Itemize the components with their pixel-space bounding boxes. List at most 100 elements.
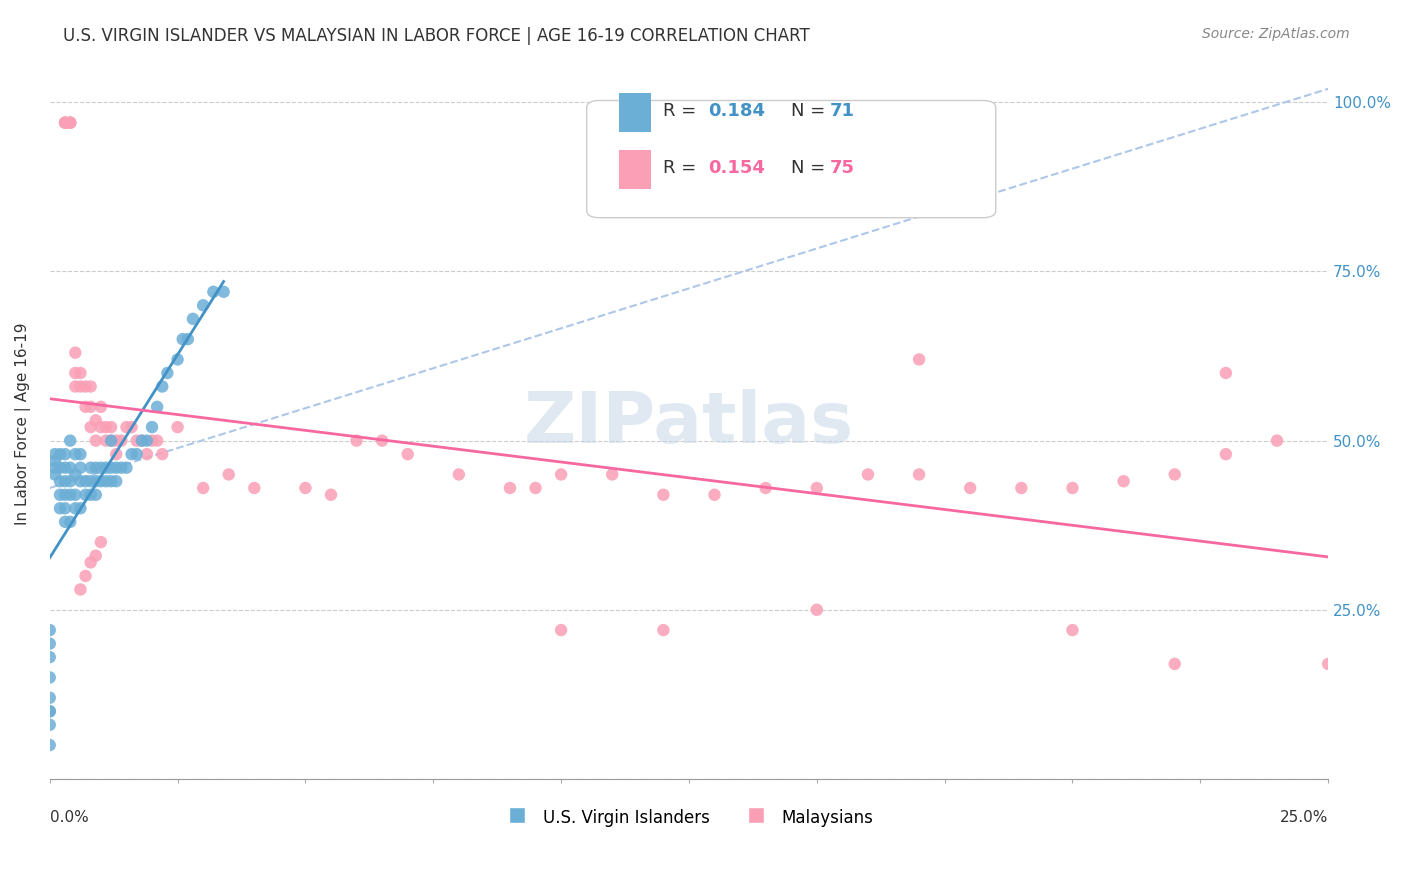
Malaysians bbox=[146, 434, 169, 448]
U.S. Virgin Islanders bbox=[202, 285, 225, 299]
Malaysians bbox=[652, 488, 675, 502]
U.S. Virgin Islanders bbox=[38, 670, 60, 684]
U.S. Virgin Islanders bbox=[59, 474, 82, 488]
U.S. Virgin Islanders bbox=[135, 434, 157, 448]
U.S. Virgin Islanders bbox=[59, 460, 82, 475]
Text: U.S. VIRGIN ISLANDER VS MALAYSIAN IN LABOR FORCE | AGE 16-19 CORRELATION CHART: U.S. VIRGIN ISLANDER VS MALAYSIAN IN LAB… bbox=[63, 27, 810, 45]
Text: 0.0%: 0.0% bbox=[49, 810, 89, 824]
Bar bbox=[619, 94, 651, 132]
Malaysians bbox=[1010, 481, 1032, 495]
U.S. Virgin Islanders bbox=[53, 460, 76, 475]
U.S. Virgin Islanders bbox=[84, 488, 107, 502]
Text: Source: ZipAtlas.com: Source: ZipAtlas.com bbox=[1202, 27, 1350, 41]
Malaysians bbox=[59, 115, 82, 129]
U.S. Virgin Islanders bbox=[38, 738, 60, 752]
Text: R =: R = bbox=[664, 103, 703, 120]
Malaysians bbox=[550, 623, 572, 637]
Malaysians bbox=[79, 379, 101, 393]
U.S. Virgin Islanders bbox=[105, 460, 128, 475]
U.S. Virgin Islanders bbox=[84, 474, 107, 488]
Malaysians bbox=[1112, 474, 1135, 488]
Malaysians bbox=[346, 434, 368, 448]
U.S. Virgin Islanders bbox=[69, 501, 91, 516]
U.S. Virgin Islanders bbox=[177, 332, 200, 346]
U.S. Virgin Islanders bbox=[38, 650, 60, 665]
U.S. Virgin Islanders bbox=[90, 460, 112, 475]
Malaysians bbox=[79, 400, 101, 414]
U.S. Virgin Islanders bbox=[38, 623, 60, 637]
Malaysians bbox=[131, 434, 153, 448]
Malaysians bbox=[94, 434, 117, 448]
Malaysians bbox=[218, 467, 240, 482]
U.S. Virgin Islanders bbox=[156, 366, 179, 380]
Malaysians bbox=[59, 115, 82, 129]
U.S. Virgin Islanders bbox=[94, 460, 117, 475]
U.S. Virgin Islanders bbox=[79, 474, 101, 488]
Malaysians bbox=[110, 434, 132, 448]
U.S. Virgin Islanders bbox=[49, 474, 72, 488]
Malaysians bbox=[1062, 623, 1084, 637]
U.S. Virgin Islanders bbox=[44, 447, 66, 461]
Malaysians bbox=[166, 420, 188, 434]
Malaysians bbox=[652, 623, 675, 637]
U.S. Virgin Islanders bbox=[141, 420, 163, 434]
Malaysians bbox=[69, 379, 91, 393]
U.S. Virgin Islanders bbox=[38, 704, 60, 718]
U.S. Virgin Islanders bbox=[49, 488, 72, 502]
U.S. Virgin Islanders bbox=[84, 460, 107, 475]
Malaysians bbox=[243, 481, 266, 495]
Malaysians bbox=[703, 488, 725, 502]
Malaysians bbox=[1317, 657, 1340, 671]
Malaysians bbox=[150, 447, 173, 461]
Malaysians bbox=[499, 481, 522, 495]
Text: N =: N = bbox=[792, 103, 831, 120]
Malaysians bbox=[191, 481, 214, 495]
Text: N =: N = bbox=[792, 159, 831, 177]
Text: R =: R = bbox=[664, 159, 703, 177]
Malaysians bbox=[600, 467, 623, 482]
Malaysians bbox=[69, 582, 91, 597]
U.S. Virgin Islanders bbox=[79, 460, 101, 475]
U.S. Virgin Islanders bbox=[69, 447, 91, 461]
Malaysians bbox=[371, 434, 394, 448]
FancyBboxPatch shape bbox=[586, 101, 995, 218]
U.S. Virgin Islanders bbox=[49, 501, 72, 516]
Malaysians bbox=[53, 115, 76, 129]
U.S. Virgin Islanders bbox=[79, 488, 101, 502]
U.S. Virgin Islanders bbox=[100, 474, 122, 488]
Y-axis label: In Labor Force | Age 16-19: In Labor Force | Age 16-19 bbox=[15, 323, 31, 525]
Malaysians bbox=[959, 481, 981, 495]
Malaysians bbox=[806, 481, 828, 495]
Malaysians bbox=[115, 420, 138, 434]
Text: 25.0%: 25.0% bbox=[1279, 810, 1329, 824]
U.S. Virgin Islanders bbox=[65, 447, 87, 461]
U.S. Virgin Islanders bbox=[105, 474, 128, 488]
Malaysians bbox=[319, 488, 342, 502]
U.S. Virgin Islanders bbox=[212, 285, 235, 299]
U.S. Virgin Islanders bbox=[110, 460, 132, 475]
U.S. Virgin Islanders bbox=[166, 352, 188, 367]
U.S. Virgin Islanders bbox=[44, 460, 66, 475]
Malaysians bbox=[69, 366, 91, 380]
U.S. Virgin Islanders bbox=[100, 434, 122, 448]
Malaysians bbox=[1164, 467, 1187, 482]
Malaysians bbox=[75, 569, 97, 583]
U.S. Virgin Islanders bbox=[100, 460, 122, 475]
U.S. Virgin Islanders bbox=[44, 467, 66, 482]
Malaysians bbox=[856, 467, 879, 482]
U.S. Virgin Islanders bbox=[53, 501, 76, 516]
Malaysians bbox=[550, 467, 572, 482]
Malaysians bbox=[84, 549, 107, 563]
Malaysians bbox=[75, 400, 97, 414]
U.S. Virgin Islanders bbox=[65, 488, 87, 502]
Malaysians bbox=[90, 535, 112, 549]
Malaysians bbox=[908, 352, 931, 367]
Malaysians bbox=[447, 467, 470, 482]
Malaysians bbox=[90, 420, 112, 434]
U.S. Virgin Islanders bbox=[59, 488, 82, 502]
Malaysians bbox=[1215, 447, 1237, 461]
Bar bbox=[619, 150, 651, 189]
Malaysians bbox=[524, 481, 547, 495]
Malaysians bbox=[65, 379, 87, 393]
U.S. Virgin Islanders bbox=[38, 690, 60, 705]
